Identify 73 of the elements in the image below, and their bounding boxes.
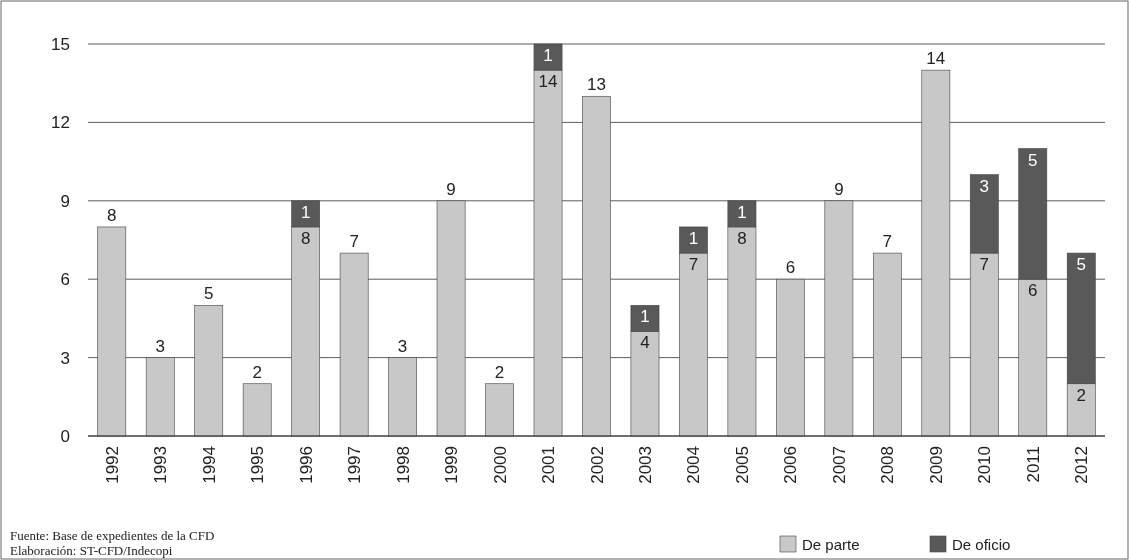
x-tick-label: 2006: [781, 446, 801, 484]
data-label: 2: [252, 362, 262, 382]
x-tick-label: 1999: [442, 446, 462, 484]
data-label: 6: [1028, 281, 1038, 301]
data-label: 8: [300, 228, 311, 248]
data-label: 7: [979, 255, 990, 275]
data-label: 7: [882, 232, 893, 252]
x-tick-label: 1993: [151, 446, 171, 484]
data-label: 5: [203, 284, 214, 304]
data-label: 14: [926, 49, 946, 69]
bar: [436, 200, 466, 437]
x-tick-label: 1998: [393, 446, 413, 484]
x-tick-label: 2000: [490, 446, 510, 484]
x-tick-label: 1997: [345, 446, 365, 484]
data-label: 2: [1076, 385, 1086, 405]
y-tick-label: 9: [60, 191, 70, 211]
bar: [582, 95, 611, 437]
data-label: 9: [834, 179, 844, 199]
data-label: 14: [538, 72, 558, 92]
bar: [194, 305, 224, 437]
data-label: 1: [543, 46, 553, 65]
bar: [776, 278, 805, 437]
bar: [339, 252, 369, 437]
data-label: 3: [979, 176, 990, 196]
data-label: 1: [640, 307, 650, 327]
bar: [242, 383, 272, 437]
bar: [872, 252, 902, 437]
y-tick-label: 0: [60, 427, 70, 446]
data-label: 1: [300, 202, 311, 222]
x-tick-label: 1995: [248, 446, 268, 484]
x-tick-label: 2003: [635, 446, 655, 484]
data-label: 7: [349, 232, 359, 252]
bar: [145, 357, 175, 437]
x-tick-label: 2011: [1023, 446, 1043, 483]
data-label: 8: [737, 228, 747, 248]
x-tick-label: 2010: [975, 446, 995, 484]
data-label: 6: [785, 258, 796, 278]
bar: [824, 200, 854, 437]
x-tick-label: 2009: [926, 446, 946, 484]
data-label: 5: [1028, 150, 1038, 170]
data-label: 3: [155, 336, 165, 356]
data-label: 5: [1076, 255, 1086, 275]
text: Elaboración: ST-CFD/Indecopi: [10, 543, 173, 558]
x-tick-label: 2002: [587, 446, 607, 484]
y-tick-label: 12: [51, 113, 70, 133]
data-label: 8: [107, 205, 117, 225]
data-label: 1: [688, 228, 699, 248]
x-tick-label: 1994: [199, 446, 219, 484]
data-label: 9: [446, 179, 456, 199]
x-tick-label: 2008: [878, 446, 898, 484]
bar: [921, 69, 951, 437]
data-label: 3: [397, 336, 408, 356]
x-tick-label: 1992: [102, 446, 122, 484]
data-label: 4: [640, 333, 650, 353]
x-tick-label: 2005: [732, 446, 752, 484]
bar: [388, 357, 417, 437]
y-tick-label: 15: [51, 35, 70, 54]
x-tick-label: 2012: [1072, 446, 1092, 484]
legend-label: De oficio: [952, 536, 1011, 553]
data-label: 2: [494, 362, 505, 382]
data-label: 7: [688, 255, 699, 275]
legend-label: De parte: [802, 536, 860, 553]
data-label: 13: [587, 75, 606, 95]
y-tick-label: 3: [60, 348, 70, 368]
source-note: Fuente: Base de expedientes de la CFD: [10, 528, 215, 543]
x-tick-label: 1996: [296, 446, 316, 484]
x-tick-label: 2007: [829, 446, 849, 484]
data-label: 1: [737, 202, 747, 222]
x-tick-label: 2004: [684, 446, 704, 484]
bar: [97, 226, 127, 437]
y-tick-label: 6: [60, 270, 70, 290]
x-tick-label: 2001: [539, 446, 559, 484]
bar: [485, 383, 514, 437]
